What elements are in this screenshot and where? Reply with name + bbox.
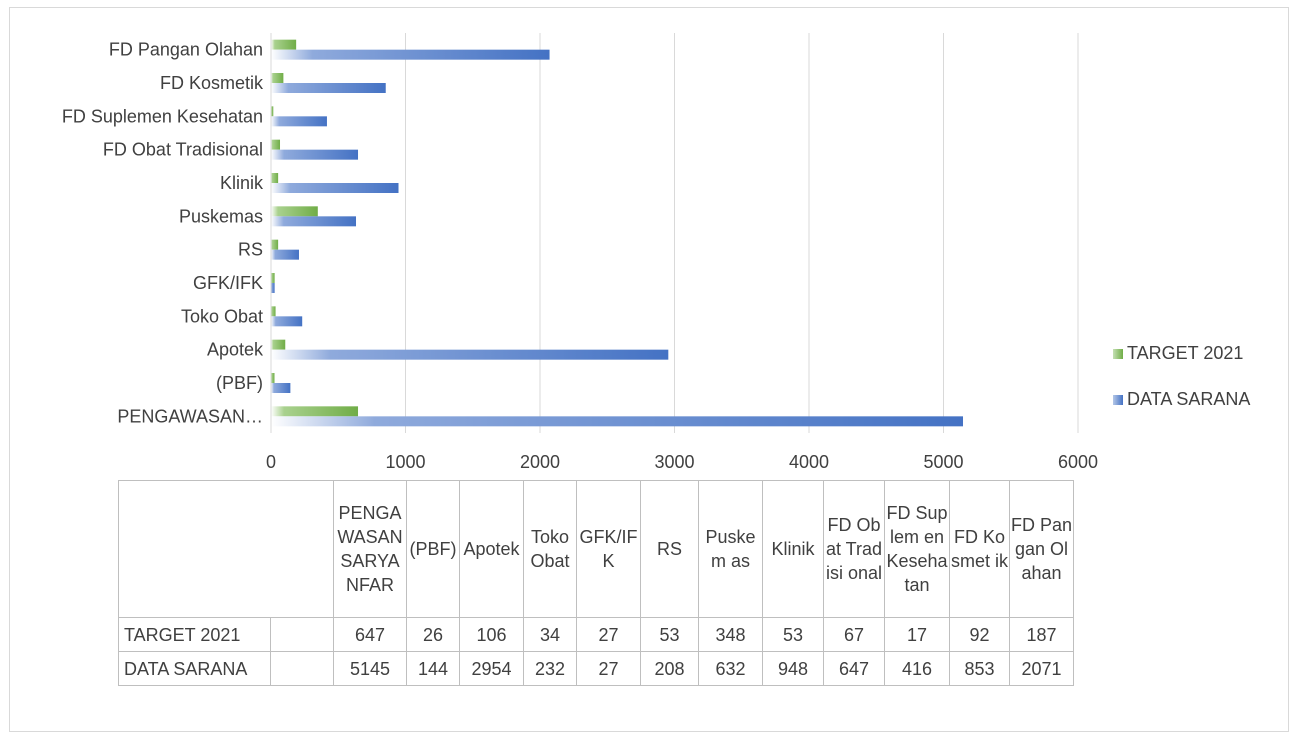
table-row: DATA SARANA 5145 144 2954 232 27 208 632 948 647…	[118, 651, 1074, 686]
table-cell: 187	[1009, 617, 1074, 652]
table-column-header: Apotek	[459, 480, 524, 618]
bar-target-2021	[271, 173, 279, 183]
bar-target-2021	[271, 39, 297, 50]
bar-data-sarana	[271, 249, 299, 260]
y-category-label: (PBF)	[216, 373, 263, 393]
y-category-label: FD Kosmetik	[160, 73, 264, 93]
table-row-label: DATA SARANA	[118, 651, 271, 686]
table-spacer-cell	[270, 651, 334, 686]
table-cell: 53	[640, 617, 699, 652]
y-category-label: Klinik	[220, 173, 264, 193]
table-cell: 853	[949, 651, 1010, 686]
bar-target-2021	[271, 206, 318, 217]
bar-data-sarana	[271, 416, 964, 427]
legend-label-data-sarana: DATA SARANA	[1127, 389, 1251, 409]
table-column-header: PENGA WASAN SARYA NFAR	[333, 480, 407, 618]
bar-target-2021	[271, 306, 276, 317]
y-category-label: Puskemas	[179, 206, 263, 226]
table-cell: 67	[823, 617, 885, 652]
bar-target-2021	[271, 139, 281, 150]
bar-data-sarana	[271, 116, 327, 127]
table-cell: 647	[333, 617, 407, 652]
table-cell: 2954	[459, 651, 524, 686]
legend-item-target: TARGET 2021	[1113, 343, 1243, 364]
bar-target-2021	[271, 339, 286, 350]
table-cell: 348	[698, 617, 763, 652]
x-tick-label: 0	[266, 452, 276, 472]
y-category-label: Toko Obat	[181, 306, 263, 326]
bar-target-2021	[271, 239, 279, 250]
table-cell: 208	[640, 651, 699, 686]
table-cell: 632	[698, 651, 763, 686]
x-tick-label: 1000	[385, 452, 425, 472]
bar-data-sarana	[271, 83, 386, 93]
x-tick-label: 3000	[654, 452, 694, 472]
legend-item-data-sarana: DATA SARANA	[1113, 389, 1250, 410]
legend-label-target: TARGET 2021	[1127, 343, 1244, 363]
table-column-header: FD Suplem en Keseha tan	[884, 480, 950, 618]
bar-data-sarana	[271, 283, 275, 293]
y-category-label: Apotek	[207, 340, 264, 360]
table-cell: 53	[762, 617, 824, 652]
y-category-label: FD Pangan Olahan	[109, 40, 263, 60]
legend-swatch-target	[1113, 348, 1123, 359]
table-cell: 34	[523, 617, 577, 652]
table-cell: 144	[406, 651, 460, 686]
x-tick-label: 4000	[789, 452, 829, 472]
table-cell: 416	[884, 651, 950, 686]
y-category-label: PENGAWASAN…	[117, 406, 263, 426]
table-cell: 17	[884, 617, 950, 652]
table-cell: 92	[949, 617, 1010, 652]
table-row-label: TARGET 2021	[118, 617, 271, 652]
y-category-label: FD Obat Tradisional	[103, 140, 263, 160]
table-column-header: RS	[640, 480, 699, 618]
x-tick-label: 6000	[1058, 452, 1098, 472]
y-category-label: GFK/IFK	[193, 273, 263, 293]
bar-data-sarana	[271, 216, 357, 227]
table-cell: 647	[823, 651, 885, 686]
table-row: TARGET 2021 647 26 106 34 27 53 348 53 67 17 92 187	[118, 617, 1074, 652]
data-table: PENGA WASAN SARYA NFAR (PBF) Apotek Toko Ob…	[118, 480, 1074, 686]
legend-swatch-data-sarana	[1113, 394, 1123, 405]
bar-data-sarana	[271, 49, 550, 60]
table-column-header: Puskem as	[698, 480, 763, 618]
bar-data-sarana	[271, 149, 359, 160]
bar-chart: FD Pangan Olahan FD Kosmetik FD Suplemen K…	[62, 33, 1098, 472]
table-column-header: FD Obat Tradisi onal	[823, 480, 885, 618]
table-column-header: GFK/IF K	[576, 480, 641, 618]
table-cell: 5145	[333, 651, 407, 686]
chart-frame	[9, 7, 1289, 732]
table-cell: 27	[576, 651, 641, 686]
table-column-header: FD Kosmet ik	[949, 480, 1010, 618]
x-tick-label: 5000	[923, 452, 963, 472]
bar-target-2021	[271, 373, 275, 383]
bar-target-2021	[271, 406, 359, 417]
y-category-label: RS	[238, 240, 263, 260]
bar-target-2021	[271, 106, 274, 117]
bar-data-sarana	[271, 349, 669, 360]
y-category-label: FD Suplemen Kesehatan	[62, 106, 263, 126]
table-cell: 27	[576, 617, 641, 652]
table-column-header: Klinik	[762, 480, 824, 618]
x-tick-label: 2000	[520, 452, 560, 472]
table-cell: 232	[523, 651, 577, 686]
bar-data-sarana	[271, 183, 399, 193]
bar-target-2021	[271, 273, 275, 283]
table-cell: 26	[406, 617, 460, 652]
bar-data-sarana	[271, 316, 303, 327]
table-column-header: FD Pangan Olahan	[1009, 480, 1074, 618]
table-cell: 106	[459, 617, 524, 652]
bar-data-sarana	[271, 383, 291, 393]
table-spacer-cell	[270, 617, 334, 652]
table-cell: 948	[762, 651, 824, 686]
table-column-header: Toko Obat	[523, 480, 577, 618]
table-cell: 2071	[1009, 651, 1074, 686]
table-header-row: PENGA WASAN SARYA NFAR (PBF) Apotek Toko Ob…	[118, 480, 1074, 618]
table-column-header: (PBF)	[406, 480, 460, 618]
bar-target-2021	[271, 73, 284, 83]
table-corner-cell	[118, 480, 334, 618]
